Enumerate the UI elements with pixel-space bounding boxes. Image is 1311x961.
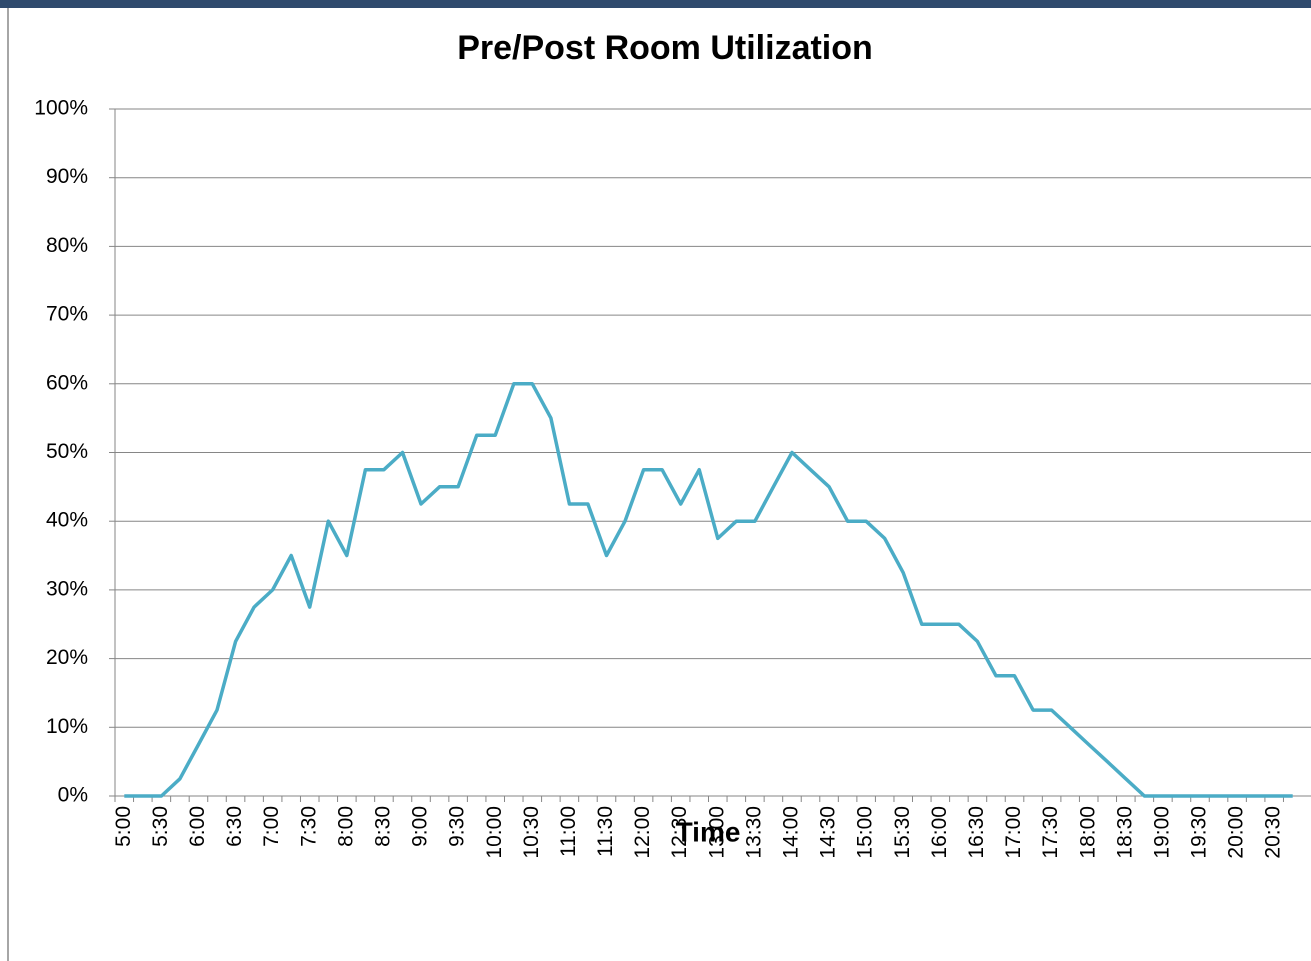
x-tick-label: 14:00 [780, 806, 803, 859]
y-tick-label: 30% [46, 577, 88, 600]
x-tick-label: 20:30 [1262, 806, 1285, 859]
x-tick-label: 17:30 [1039, 806, 1062, 859]
y-tick-label: 80% [46, 234, 88, 257]
x-tick-label: 20:00 [1225, 806, 1248, 859]
x-tick-label: 18:00 [1076, 806, 1099, 859]
x-tick-label: 13:30 [742, 806, 765, 859]
x-tick-label: 8:30 [371, 806, 394, 847]
y-tick-label: 40% [46, 509, 88, 532]
x-tick-label: 7:30 [297, 806, 320, 847]
x-tick-label: 11:30 [594, 806, 617, 857]
x-tick-label: 19:30 [1188, 806, 1211, 859]
x-tick-label: 15:30 [891, 806, 914, 859]
x-tick-label: 16:30 [965, 806, 988, 859]
y-tick-label: 0% [58, 784, 88, 807]
y-tick-label: 20% [46, 646, 88, 669]
x-tick-label: 6:30 [223, 806, 246, 847]
y-tick-label: 100% [34, 97, 88, 120]
chart-title: Pre/Post Room Utilization [457, 29, 873, 67]
y-tick-label: 10% [46, 715, 88, 738]
x-tick-label: 16:00 [928, 806, 951, 859]
y-tick-label: 50% [46, 440, 88, 463]
y-tick-label: 70% [46, 303, 88, 326]
x-tick-label: 8:00 [334, 806, 357, 847]
x-tick-label: 6:00 [186, 806, 209, 847]
x-tick-label: 12:30 [668, 806, 691, 859]
x-tick-label: 10:00 [483, 806, 506, 859]
window-bar [0, 0, 1311, 8]
y-tick-label: 90% [46, 165, 88, 188]
x-tick-label: 5:00 [112, 806, 135, 847]
x-tick-label: 7:00 [260, 806, 283, 847]
x-tick-label: 15:00 [854, 806, 877, 859]
x-tick-label: 19:00 [1150, 806, 1173, 859]
x-tick-label: 18:30 [1113, 806, 1136, 859]
x-tick-label: 9:30 [446, 806, 469, 847]
x-tick-label: 11:00 [557, 806, 580, 857]
x-tick-label: 10:30 [520, 806, 543, 859]
x-tick-label: 9:00 [409, 806, 432, 847]
x-tick-label: 5:30 [149, 806, 172, 847]
y-tick-label: 60% [46, 371, 88, 394]
line-series [124, 382, 1293, 798]
x-tick-label: 13:00 [705, 806, 728, 859]
x-tick-label: 17:00 [1002, 806, 1025, 859]
x-tick-label: 14:30 [817, 806, 840, 859]
x-axis-title: Time [676, 816, 741, 847]
x-tick-label: 12:00 [631, 806, 654, 859]
